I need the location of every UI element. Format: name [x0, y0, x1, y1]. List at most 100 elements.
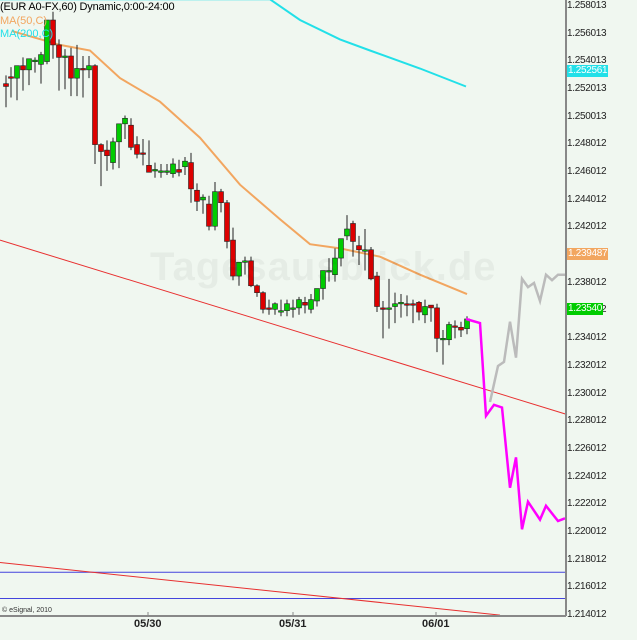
y-tick-label: 1.248012 [567, 138, 607, 150]
y-tick-label: 1.230012 [567, 387, 607, 399]
candle [8, 67, 14, 98]
candle [194, 183, 200, 212]
candle [458, 321, 464, 337]
candle [266, 299, 272, 315]
y-tick-label: 1.256013 [567, 27, 607, 39]
candle [122, 115, 128, 140]
candle [140, 139, 146, 166]
candle [92, 64, 98, 164]
y-tick-label: 1.258013 [567, 0, 607, 11]
candle [116, 123, 122, 169]
candle [98, 143, 104, 187]
candle [314, 288, 320, 307]
candle [416, 300, 422, 321]
candle [374, 271, 380, 313]
candle [392, 292, 398, 324]
y-tick-label: 1.220012 [567, 525, 607, 537]
legend-ma50: MA(50,C) [0, 15, 48, 27]
candle [350, 220, 356, 257]
candle [422, 299, 428, 324]
y-tick-label: 1.216012 [567, 581, 607, 593]
candle [242, 256, 248, 275]
candle [152, 162, 158, 178]
y-tick-label: 1.232012 [567, 359, 607, 371]
candle [3, 75, 9, 108]
x-tick-label: 05/31 [279, 618, 307, 630]
candle [284, 299, 290, 317]
candle [410, 299, 416, 324]
forecast-bear-path [465, 317, 566, 530]
candle [104, 140, 110, 171]
candle [56, 39, 62, 91]
price-badge: 1.23540 [567, 303, 604, 315]
candle [236, 261, 242, 286]
candle [44, 19, 50, 65]
candle [128, 118, 134, 151]
ma200-line [0, 0, 467, 88]
y-tick-label: 1.218012 [567, 553, 607, 565]
candle [62, 49, 68, 90]
candle [404, 295, 410, 317]
y-tick-label: 1.244012 [567, 193, 607, 205]
y-tick-label: 1.226012 [567, 442, 607, 454]
forecast-bull-path [488, 272, 565, 403]
candle [440, 330, 446, 365]
candle [146, 140, 152, 173]
candle [206, 195, 212, 231]
copyright: © eSignal, 2010 [2, 607, 52, 614]
candle [158, 163, 164, 178]
candle [74, 44, 80, 97]
price-badge: 1.239487 [567, 248, 609, 260]
candle [26, 58, 32, 86]
candle [32, 57, 38, 73]
price-badge: 1.252561 [567, 65, 609, 77]
candle [428, 304, 434, 322]
candle [134, 136, 140, 159]
candle [380, 300, 386, 339]
candle [218, 188, 224, 213]
candle [230, 227, 236, 281]
candle [212, 181, 218, 231]
y-tick-label: 1.228012 [567, 415, 607, 427]
candle [278, 299, 284, 317]
x-tick-label: 06/01 [422, 618, 450, 630]
candle [224, 199, 230, 249]
candle [248, 256, 254, 288]
candle [260, 291, 266, 314]
candle [68, 47, 74, 97]
ma50-line [11, 30, 468, 296]
trendline-lower [0, 562, 501, 616]
candle [254, 284, 260, 297]
y-tick-label: 1.242012 [567, 221, 607, 233]
candle [290, 299, 296, 318]
candle [80, 56, 86, 98]
candle [200, 194, 206, 214]
candle [338, 238, 344, 267]
candle [176, 159, 182, 177]
candle [386, 278, 392, 329]
candle [182, 157, 188, 176]
y-tick-label: 1.250013 [567, 110, 607, 122]
candle [368, 246, 374, 281]
y-tick-label: 1.254013 [567, 55, 607, 67]
candle [452, 320, 458, 339]
trendline [0, 239, 568, 415]
candle [170, 158, 176, 178]
candle [86, 56, 92, 79]
candle [110, 137, 116, 170]
candle [188, 152, 194, 203]
chart-title: (EUR A0-FX,60) Dynamic,0:00-24:00 [0, 1, 175, 13]
candle [296, 296, 302, 315]
candle [14, 65, 20, 101]
watermark: Tagesausblick.de [150, 245, 497, 290]
candle [434, 303, 440, 353]
candle [302, 296, 308, 314]
y-tick-label: 1.222012 [567, 498, 607, 510]
candle [362, 229, 368, 271]
legend-ma200: MA(200,C) [0, 28, 54, 40]
candle [446, 321, 452, 346]
y-tick-label: 1.252013 [567, 83, 607, 95]
candle [332, 248, 338, 282]
candle [344, 215, 350, 241]
